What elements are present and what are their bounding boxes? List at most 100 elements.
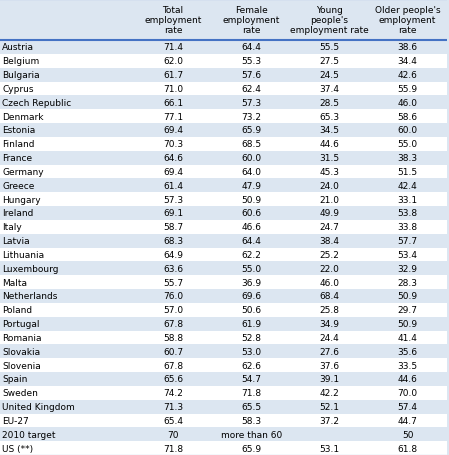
- Bar: [0, 234, 447, 248]
- Text: 34.4: 34.4: [398, 57, 418, 66]
- Text: 70.0: 70.0: [397, 389, 418, 397]
- Text: 58.7: 58.7: [163, 223, 183, 232]
- Text: 50.9: 50.9: [241, 195, 261, 204]
- Text: Young
people's
employment rate: Young people's employment rate: [290, 5, 369, 35]
- Text: 62.6: 62.6: [241, 361, 261, 370]
- Text: 67.8: 67.8: [163, 361, 183, 370]
- Text: 24.0: 24.0: [319, 182, 339, 190]
- Text: 61.9: 61.9: [241, 319, 261, 329]
- Text: 57.7: 57.7: [397, 237, 418, 246]
- Bar: [0, 207, 447, 220]
- Text: 33.1: 33.1: [397, 195, 418, 204]
- Bar: [0, 137, 447, 152]
- Bar: [0, 262, 447, 276]
- Text: 73.2: 73.2: [241, 112, 261, 121]
- Text: 42.6: 42.6: [398, 71, 418, 80]
- Text: Finland: Finland: [2, 140, 35, 149]
- Text: Italy: Italy: [2, 223, 22, 232]
- Text: 51.5: 51.5: [397, 167, 418, 177]
- Text: 55.7: 55.7: [163, 278, 183, 287]
- Text: 33.8: 33.8: [397, 223, 418, 232]
- Text: 60.6: 60.6: [241, 209, 261, 218]
- Text: 21.0: 21.0: [319, 195, 339, 204]
- Bar: [0, 372, 447, 386]
- Text: 74.2: 74.2: [163, 389, 183, 397]
- Text: 76.0: 76.0: [163, 292, 183, 301]
- Bar: [0, 289, 447, 303]
- Text: 64.4: 64.4: [241, 43, 261, 52]
- Text: 69.4: 69.4: [163, 167, 183, 177]
- Text: 77.1: 77.1: [163, 112, 183, 121]
- Text: 70: 70: [167, 430, 179, 439]
- Text: 68.5: 68.5: [241, 140, 261, 149]
- Text: Latvia: Latvia: [2, 237, 30, 246]
- Text: Estonia: Estonia: [2, 126, 35, 135]
- Text: 28.5: 28.5: [319, 99, 339, 107]
- Text: 71.0: 71.0: [163, 85, 183, 94]
- Text: 63.6: 63.6: [163, 264, 183, 273]
- Text: 65.9: 65.9: [241, 126, 261, 135]
- Text: 60.0: 60.0: [397, 126, 418, 135]
- Text: 38.4: 38.4: [319, 237, 339, 246]
- Text: US (**): US (**): [2, 444, 33, 453]
- Text: 52.8: 52.8: [241, 333, 261, 342]
- Text: 61.8: 61.8: [397, 444, 418, 453]
- Text: Netherlands: Netherlands: [2, 292, 57, 301]
- Bar: [0, 441, 447, 455]
- Text: 37.4: 37.4: [319, 85, 339, 94]
- Text: 42.4: 42.4: [398, 182, 418, 190]
- Text: 33.5: 33.5: [397, 361, 418, 370]
- Text: 64.9: 64.9: [163, 250, 183, 259]
- Text: Denmark: Denmark: [2, 112, 44, 121]
- Text: 27.5: 27.5: [319, 57, 339, 66]
- Text: 57.3: 57.3: [163, 195, 183, 204]
- Text: 62.2: 62.2: [241, 250, 261, 259]
- Bar: [0, 248, 447, 262]
- Text: Female
employment
rate: Female employment rate: [223, 5, 280, 35]
- Text: 22.0: 22.0: [319, 264, 339, 273]
- Text: 34.5: 34.5: [319, 126, 339, 135]
- Bar: [0, 317, 447, 331]
- Bar: [0, 193, 447, 207]
- Text: 53.8: 53.8: [397, 209, 418, 218]
- Text: EU-27: EU-27: [2, 416, 29, 425]
- Text: 60.0: 60.0: [241, 154, 261, 163]
- Bar: [0, 386, 447, 400]
- Text: 61.7: 61.7: [163, 71, 183, 80]
- Text: 45.3: 45.3: [319, 167, 339, 177]
- Text: 24.5: 24.5: [319, 71, 339, 80]
- Bar: [0, 165, 447, 179]
- Text: 50.9: 50.9: [397, 319, 418, 329]
- Text: 24.4: 24.4: [320, 333, 339, 342]
- Text: 27.6: 27.6: [319, 347, 339, 356]
- Text: 71.3: 71.3: [163, 402, 183, 411]
- Text: Slovakia: Slovakia: [2, 347, 40, 356]
- Text: 44.6: 44.6: [319, 140, 339, 149]
- Text: 53.1: 53.1: [319, 444, 339, 453]
- Text: 28.3: 28.3: [397, 278, 418, 287]
- Text: 34.9: 34.9: [319, 319, 339, 329]
- Text: 69.6: 69.6: [241, 292, 261, 301]
- Bar: [0, 276, 447, 289]
- Text: 39.1: 39.1: [319, 374, 339, 384]
- Text: Hungary: Hungary: [2, 195, 41, 204]
- Text: 65.6: 65.6: [163, 374, 183, 384]
- Text: 24.7: 24.7: [319, 223, 339, 232]
- Text: Portugal: Portugal: [2, 319, 40, 329]
- Text: 71.8: 71.8: [241, 389, 261, 397]
- Text: Ireland: Ireland: [2, 209, 34, 218]
- Bar: [0, 152, 447, 165]
- Text: 2010 target: 2010 target: [2, 430, 56, 439]
- Text: Malta: Malta: [2, 278, 27, 287]
- Text: 60.7: 60.7: [163, 347, 183, 356]
- Text: 52.1: 52.1: [319, 402, 339, 411]
- Bar: [0, 41, 447, 55]
- Text: Cyprus: Cyprus: [2, 85, 34, 94]
- Text: Older people's
employment
rate: Older people's employment rate: [375, 5, 440, 35]
- Text: 57.6: 57.6: [241, 71, 261, 80]
- Bar: [0, 414, 447, 427]
- Bar: [0, 69, 447, 82]
- Text: Sweden: Sweden: [2, 389, 38, 397]
- Text: Bulgaria: Bulgaria: [2, 71, 40, 80]
- Text: 65.3: 65.3: [319, 112, 339, 121]
